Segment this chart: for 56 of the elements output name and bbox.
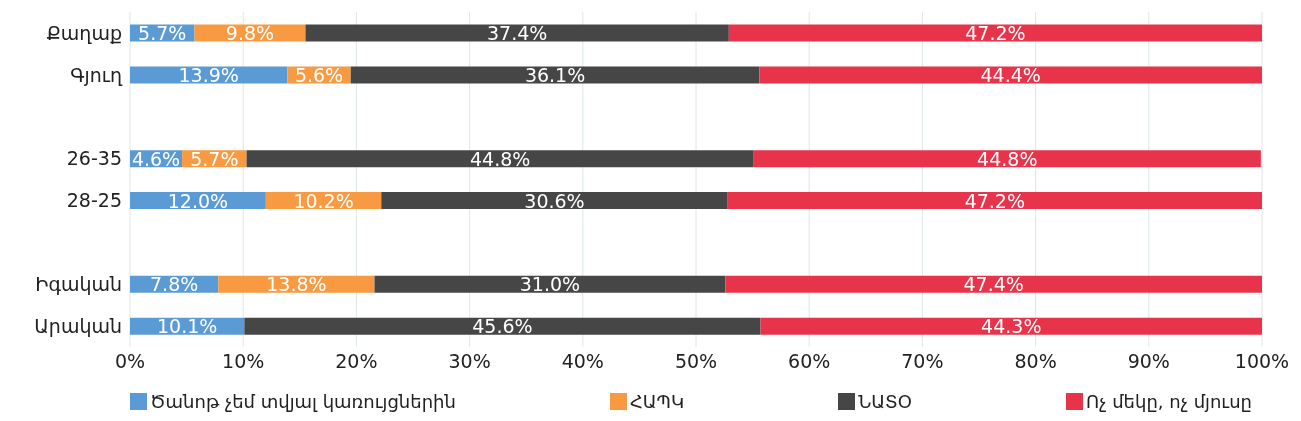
data-label: 47.4%: [963, 273, 1024, 296]
bar: [725, 275, 1262, 293]
y-tick-label: 28-25: [66, 189, 122, 212]
x-tick-label: 20%: [335, 350, 378, 373]
x-tick-label: 40%: [561, 350, 604, 373]
data-label: 13.8%: [266, 273, 327, 296]
bar: [374, 275, 726, 293]
data-label: 7.8%: [150, 273, 199, 296]
data-label: 31.0%: [519, 273, 581, 296]
data-label: 47.2%: [964, 189, 1026, 212]
x-tick-label: 0%: [114, 350, 146, 373]
bar: [753, 150, 1261, 168]
y-tick-label: 26-35: [66, 147, 122, 170]
bar: [759, 66, 1262, 84]
data-label: 10.2%: [293, 189, 354, 212]
y-tick-label: Արական: [34, 314, 122, 337]
legend-label: ՆԱՏՕ: [858, 391, 912, 412]
legend-label: Ծանոթ չեմ տվյալ կառույցներին: [150, 391, 456, 412]
data-label: 37.4%: [486, 22, 548, 45]
x-tick-label: 80%: [1014, 350, 1057, 373]
x-tick-label: 70%: [901, 350, 944, 373]
data-label: 5.7%: [190, 147, 239, 170]
x-tick-label: 90%: [1127, 350, 1170, 373]
data-label: 44.3%: [981, 315, 1042, 338]
y-tick-label: Գյուղ: [70, 63, 123, 86]
bar: [728, 24, 1262, 42]
legend-label: Ոչ մեկը, ոչ մյուսը: [1086, 391, 1252, 412]
data-label: 5.7%: [138, 22, 187, 45]
data-label: 30.6%: [524, 189, 585, 212]
bar: [727, 192, 1262, 210]
data-label: 12.0%: [167, 189, 229, 212]
data-label: 4.6%: [131, 147, 181, 170]
data-label: 44.4%: [980, 63, 1041, 86]
bar: [381, 192, 728, 210]
x-tick-label: 60%: [788, 350, 831, 373]
bar: [350, 66, 760, 84]
bar: [760, 317, 1262, 335]
bar: [305, 24, 729, 42]
data-label: 44.8%: [469, 147, 531, 170]
data-label: 9.8%: [225, 22, 275, 45]
legend-label: ՀԱՊԿ: [629, 391, 685, 412]
data-label: 44.8%: [977, 147, 1038, 170]
data-label: 36.1%: [524, 63, 586, 86]
x-tick-label: 100%: [1234, 350, 1290, 373]
bar: [244, 317, 761, 335]
x-tick-label: 30%: [448, 350, 491, 373]
y-tick-label: Քաղաք: [46, 21, 122, 44]
y-tick-label: Իգական: [35, 272, 122, 295]
x-tick-label: 10%: [222, 350, 265, 373]
data-label: 5.6%: [294, 63, 344, 86]
x-tick-label: 50%: [674, 350, 718, 373]
bar: [246, 150, 754, 168]
data-label: 10.1%: [156, 315, 218, 338]
data-label: 47.2%: [965, 22, 1026, 45]
data-label: 13.9%: [178, 63, 239, 86]
data-label: 45.6%: [472, 315, 533, 338]
